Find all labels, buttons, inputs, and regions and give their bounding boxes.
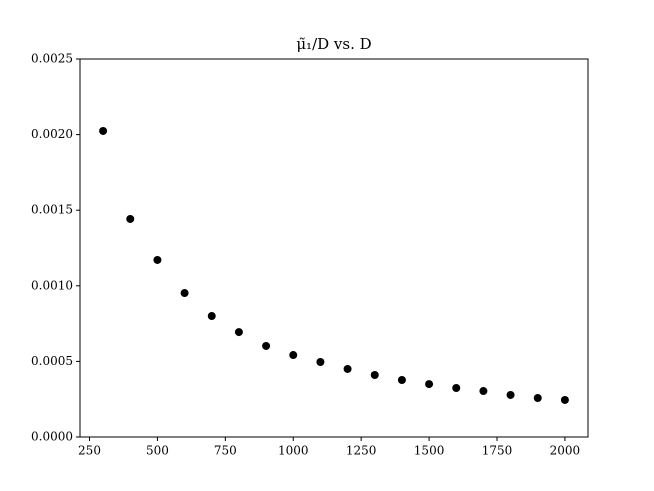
point [397,375,406,384]
y-tick-label: 0.0015 [31,203,73,217]
point [343,364,352,373]
y-tick-label: 0.0005 [31,354,73,368]
y-tick-label: 0.0010 [31,278,73,292]
point [153,255,162,264]
y-tick-label: 0.0000 [31,430,73,444]
y-tick-label: 0.0020 [31,127,73,141]
point [370,371,379,380]
x-tick-label: 1750 [482,444,513,458]
point [560,395,569,404]
point [99,126,108,135]
point [180,289,189,298]
x-tick-label: 250 [78,444,101,458]
x-tick-label: 1500 [414,444,445,458]
x-tick-label: 1000 [278,444,309,458]
point [533,393,542,402]
point [479,387,488,396]
point [316,358,325,367]
point [126,214,135,223]
chart-title: μ̃₁/D vs. D [296,35,371,53]
point [452,384,461,393]
x-tick-label: 500 [146,444,169,458]
point [234,328,243,337]
point [262,341,271,350]
y-tick-label: 0.0025 [31,52,73,66]
point [506,390,515,399]
point [289,351,298,360]
x-tick-label: 2000 [550,444,581,458]
x-tick-label: 1250 [346,444,377,458]
point [425,380,434,389]
plot-frame [79,58,589,438]
x-tick-label: 750 [214,444,237,458]
point [207,312,216,321]
